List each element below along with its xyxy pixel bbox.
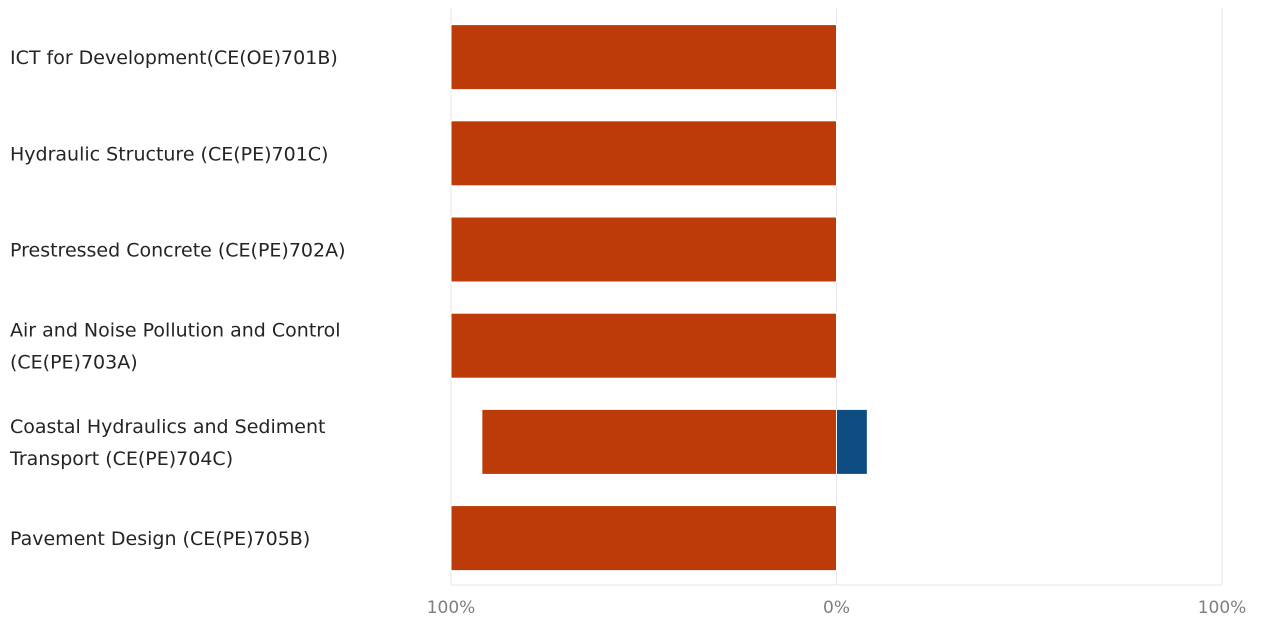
category-label-4: Coastal Hydraulics and Sediment Transport…: [9, 416, 325, 470]
bar-series0-cat5[interactable]: [450, 505, 837, 572]
bar-series0-cat0[interactable]: [450, 24, 837, 91]
bar-series0-cat2[interactable]: [450, 216, 837, 283]
category-labels: ICT for Development(CE(OE)701B) Hydraulic…: [9, 47, 346, 550]
category-label-1: Hydraulic Structure (CE(PE)701C): [10, 143, 328, 165]
x-tick-label-2: 100%: [1198, 598, 1247, 618]
bar-series0-cat3[interactable]: [450, 312, 837, 379]
category-label-5: Pavement Design (CE(PE)705B): [10, 528, 310, 550]
x-tick-label-1: 0%: [823, 598, 850, 618]
bar-series0-cat1[interactable]: [450, 120, 837, 187]
x-axis-ticks: 100% 0% 100%: [427, 598, 1247, 618]
bar-series0-cat4[interactable]: [481, 408, 837, 475]
bar-series1-cat4[interactable]: [836, 408, 868, 475]
grid-lines: [450, 8, 1223, 586]
x-tick-label-0: 100%: [427, 598, 476, 618]
category-label-3: Air and Noise Pollution and Control (CE(P…: [10, 320, 341, 374]
category-label-2: Prestressed Concrete (CE(PE)702A): [10, 240, 346, 262]
category-label-0: ICT for Development(CE(OE)701B): [10, 47, 338, 69]
bars: [450, 24, 868, 572]
